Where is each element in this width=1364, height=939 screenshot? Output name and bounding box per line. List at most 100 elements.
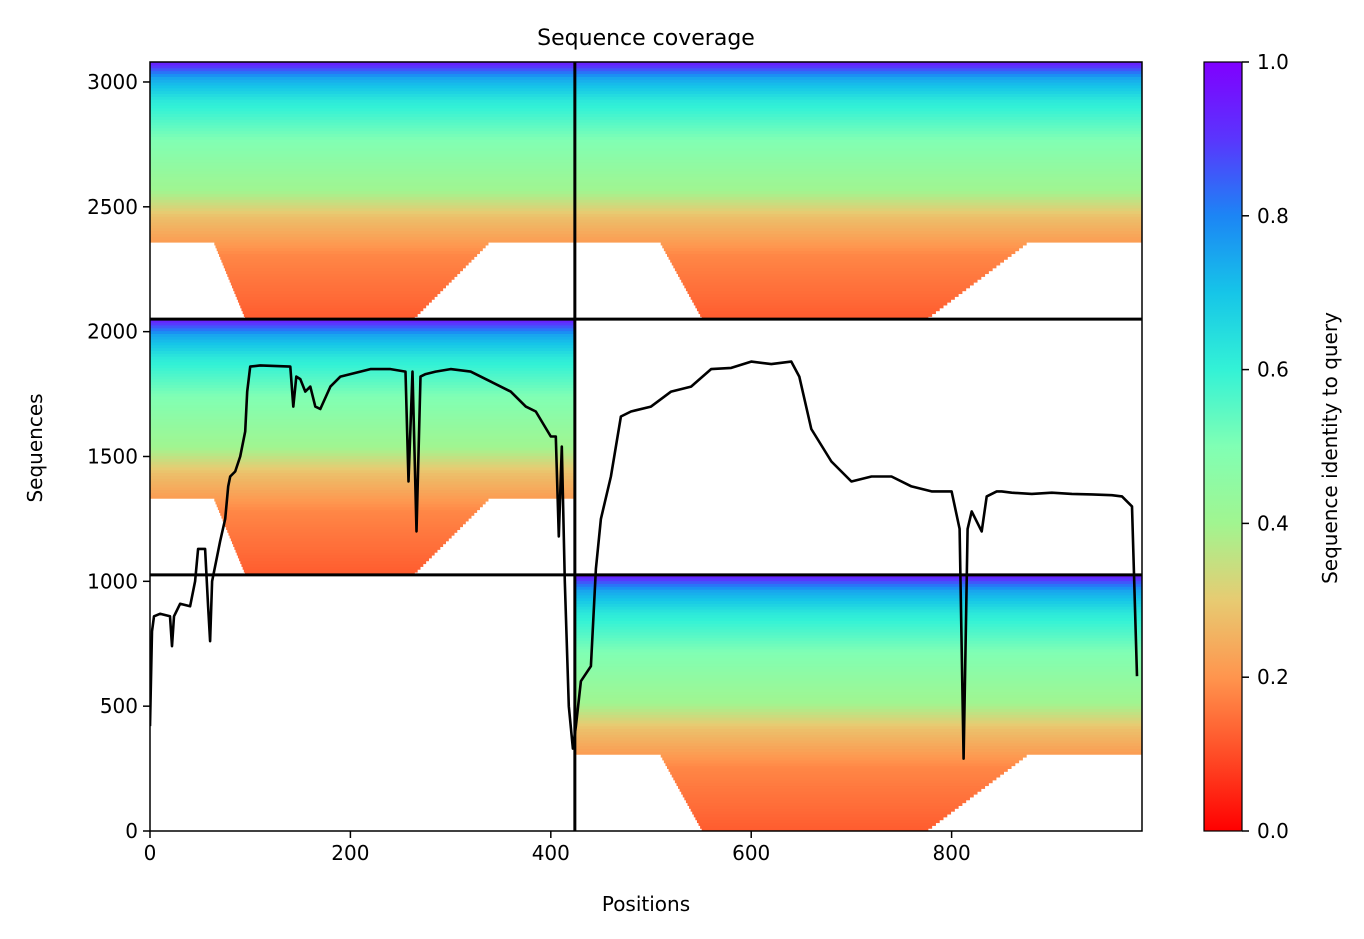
coverage-row xyxy=(230,537,449,542)
coverage-row xyxy=(150,364,575,369)
coverage-row xyxy=(574,96,1142,100)
plot-frame xyxy=(149,61,1143,832)
coverage-line xyxy=(150,360,1139,760)
coverage-row xyxy=(574,236,1142,240)
coverage-block-4 xyxy=(574,574,1142,831)
y-tick-label: 3000 xyxy=(87,70,138,94)
coverage-row xyxy=(150,213,575,217)
coverage-heatmap xyxy=(150,62,1142,831)
coverage-row xyxy=(701,828,929,831)
coverage-row xyxy=(574,637,1142,641)
coverage-row xyxy=(574,116,1142,120)
coverage-row xyxy=(150,333,575,337)
x-tick-label: 400 xyxy=(532,841,570,865)
coverage-row xyxy=(239,557,429,562)
coverage-row xyxy=(150,432,575,437)
coverage-row xyxy=(150,358,575,363)
coverage-row xyxy=(574,216,1142,220)
coverage-row xyxy=(229,279,452,283)
coverage-row xyxy=(574,719,1142,724)
coverage-row xyxy=(150,139,575,143)
coverage-row xyxy=(150,179,575,183)
coverage-row xyxy=(150,464,575,468)
coverage-row xyxy=(150,207,575,212)
coverage-row xyxy=(674,779,993,784)
coverage-row xyxy=(676,782,989,787)
coverage-row xyxy=(219,509,478,513)
coverage-row xyxy=(574,700,1142,704)
coverage-row xyxy=(150,341,575,346)
coverage-row xyxy=(668,256,1008,260)
coverage-row xyxy=(574,147,1142,152)
coverage-row xyxy=(150,461,575,465)
coverage-row xyxy=(150,324,575,329)
coverage-row xyxy=(150,469,575,474)
coverage-row xyxy=(150,99,575,103)
coverage-row xyxy=(150,142,575,146)
coverage-row xyxy=(150,495,575,499)
coverage-row xyxy=(222,262,469,266)
coverage-row xyxy=(150,398,575,403)
coverage-row xyxy=(574,626,1142,630)
coverage-row xyxy=(574,745,1142,750)
coverage-row xyxy=(229,535,452,539)
coverage-row xyxy=(150,90,575,95)
coverage-row xyxy=(574,728,1142,732)
coverage-row xyxy=(150,438,575,442)
colorbar-axis: 0.0 0.2 0.4 0.6 0.8 1.0 xyxy=(1242,50,1289,843)
coverage-row xyxy=(574,651,1142,656)
colorbar-label: Sequence identity to query xyxy=(1318,312,1342,584)
coverage-row xyxy=(150,153,575,157)
coverage-row xyxy=(150,104,575,109)
coverage-row xyxy=(574,93,1142,97)
coverage-row xyxy=(150,429,575,434)
coverage-row xyxy=(684,796,970,801)
x-axis: 0 200 400 600 800 xyxy=(144,831,971,865)
coverage-row xyxy=(665,762,1016,767)
coverage-row xyxy=(150,167,575,172)
coverage-row xyxy=(237,299,432,303)
coverage-row xyxy=(574,227,1142,232)
coverage-row xyxy=(232,284,446,289)
coverage-row xyxy=(574,153,1142,157)
coverage-row xyxy=(574,594,1142,599)
coverage-row xyxy=(574,170,1142,175)
coverage-row xyxy=(219,253,478,257)
coverage-row xyxy=(574,597,1142,602)
coverage-row xyxy=(150,449,575,454)
coverage-row xyxy=(150,93,575,97)
coverage-row xyxy=(228,276,455,280)
coverage-row xyxy=(150,64,575,69)
coverage-row xyxy=(234,290,441,295)
coverage-row xyxy=(235,293,438,297)
coverage-row xyxy=(150,193,575,197)
coverage-row xyxy=(693,813,948,818)
y-axis: 0 500 1000 1500 2000 2500 3000 xyxy=(87,70,150,843)
coverage-row xyxy=(236,552,435,556)
coverage-row xyxy=(150,239,575,243)
coverage-row xyxy=(671,262,1001,266)
coverage-block-1 xyxy=(150,62,575,320)
coverage-row xyxy=(574,574,1142,579)
coverage-row xyxy=(150,452,575,457)
coverage-row xyxy=(239,302,429,306)
coverage-row xyxy=(150,322,575,326)
coverage-row xyxy=(235,549,438,553)
coverage-row xyxy=(574,660,1142,664)
coverage-row xyxy=(574,705,1142,710)
coverage-row xyxy=(150,122,575,126)
coverage-row xyxy=(574,196,1142,200)
coverage-row xyxy=(667,765,1012,769)
coverage-row xyxy=(574,222,1142,226)
y-tick-label: 2500 xyxy=(87,195,138,219)
coverage-row xyxy=(233,287,444,292)
coverage-row xyxy=(220,256,475,260)
coverage-row xyxy=(689,293,959,297)
coverage-row xyxy=(574,731,1142,735)
coverage-row xyxy=(678,273,986,277)
coverage-row xyxy=(215,500,486,505)
coverage-row xyxy=(574,580,1142,584)
coverage-row xyxy=(150,184,575,189)
coverage-row xyxy=(220,512,475,516)
